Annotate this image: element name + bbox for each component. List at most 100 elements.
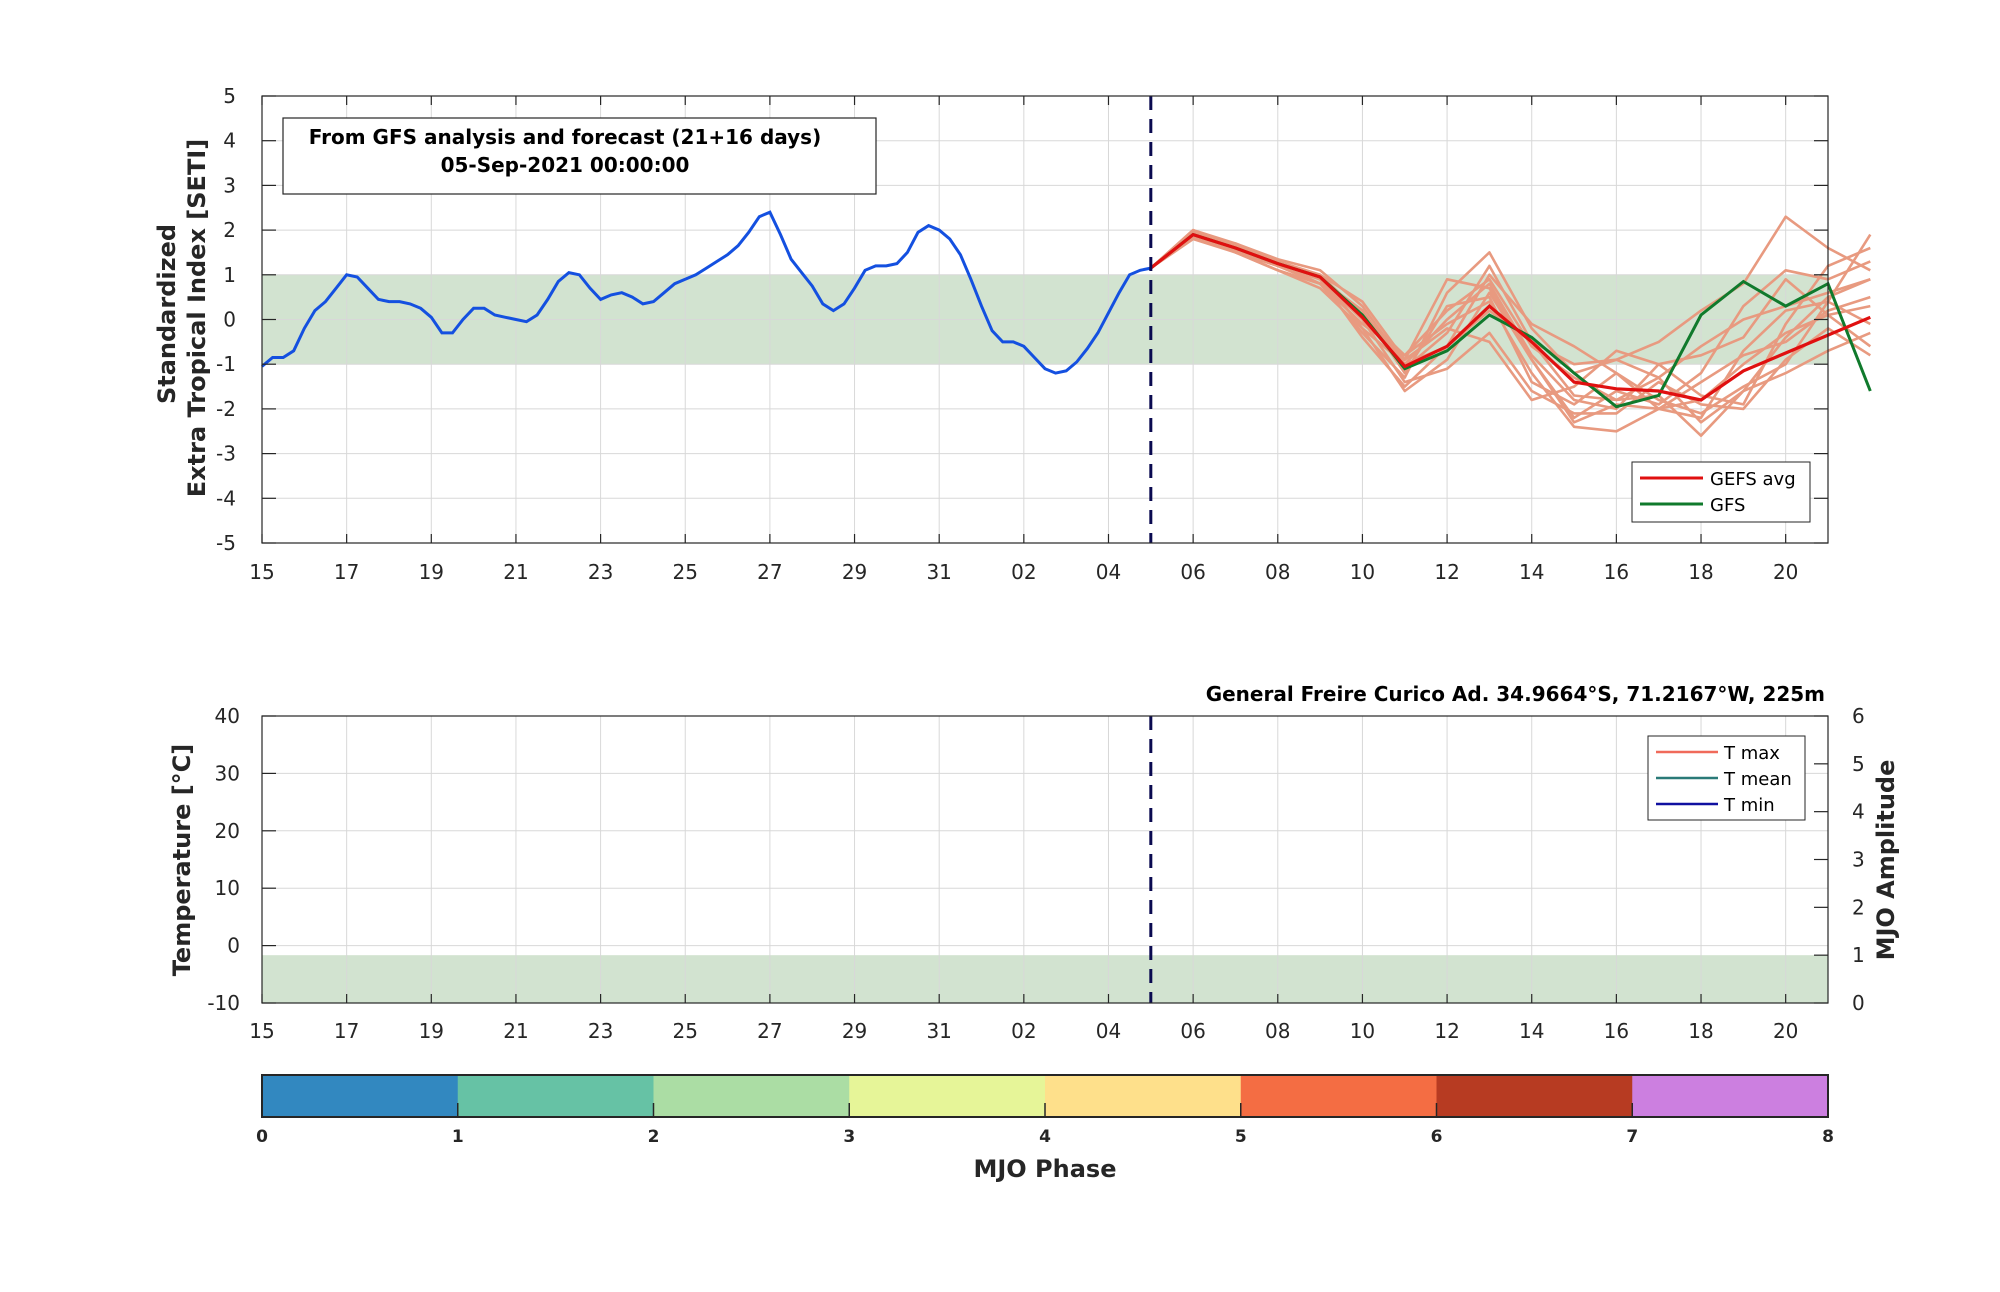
colorbar-tick-label: 7 (1626, 1127, 1638, 1147)
mjo-amplitude-ylabel: MJO Amplitude (1872, 760, 1900, 961)
colorbar-tick-label: 8 (1822, 1127, 1834, 1147)
colorbar-tick-label: 5 (1235, 1127, 1247, 1147)
gefs-avg-line (1149, 232, 1871, 402)
legend-gefs-avg: GEFS avg (1710, 469, 1796, 490)
seti-ytick-label: 4 (223, 129, 236, 153)
seti-ytick-label: -5 (216, 531, 236, 555)
colorbar-tick-label: 4 (1039, 1127, 1051, 1147)
temp-xtick-label: 04 (1096, 1019, 1121, 1043)
seti-ytick-label: -4 (216, 486, 236, 510)
seti-xtick-label: 02 (1011, 560, 1036, 584)
seti-ytick-label: 1 (223, 263, 236, 287)
temp-xtick-label: 25 (673, 1019, 698, 1043)
temp-xtick-label: 14 (1519, 1019, 1544, 1043)
station-title: General Freire Curico Ad. 34.9664°S, 71.… (1206, 682, 1825, 706)
temp-xtick-label: 29 (842, 1019, 867, 1043)
temp-xtick-label: 21 (503, 1019, 528, 1043)
temp-ytick-label: 0 (227, 934, 240, 958)
seti-ytick-label: 5 (223, 84, 236, 108)
temp-xtick-label: 17 (334, 1019, 359, 1043)
analysis-line (261, 210, 1152, 375)
colorbar-cell (262, 1075, 459, 1117)
amp-ytick-label: 3 (1852, 848, 1865, 872)
temp-ytick-label: 30 (215, 761, 240, 785)
temp-xtick-label: 08 (1265, 1019, 1290, 1043)
annotation-line2: 05-Sep-2021 00:00:00 (441, 153, 690, 177)
seti-xtick-label: 25 (673, 560, 698, 584)
temp-ytick-label: 20 (215, 819, 240, 843)
seti-xtick-label: 17 (334, 560, 359, 584)
colorbar-cell (1240, 1075, 1437, 1117)
seti-xtick-label: 10 (1350, 560, 1375, 584)
amp-ytick-label: 2 (1852, 895, 1865, 919)
temp-ytick-label: 40 (215, 704, 240, 728)
seti-ytick-label: -2 (216, 397, 236, 421)
legend-tmean: T mean (1723, 769, 1792, 790)
mjo-phase-colorbar: 0 1 2 3 4 5 6 7 8 MJO Phase (256, 1074, 1834, 1183)
temp-xtick-label: 10 (1350, 1019, 1375, 1043)
colorbar-tick-label: 0 (256, 1127, 268, 1147)
colorbar-cell (1632, 1075, 1829, 1117)
seti-xtick-label: 12 (1434, 560, 1459, 584)
seti-xtick-label: 20 (1773, 560, 1798, 584)
legend-gfs: GFS (1710, 495, 1745, 516)
seti-xtick-label: 18 (1688, 560, 1713, 584)
mjo-phase-label: MJO Phase (973, 1155, 1116, 1183)
seti-xtick-label: 19 (419, 560, 444, 584)
colorbar-tick-label: 1 (452, 1127, 464, 1147)
gefs-member-line (1149, 228, 1871, 420)
seti-xtick-label: 15 (249, 560, 274, 584)
seti-xtick-label: 23 (588, 560, 613, 584)
temp-ytick-label: 10 (215, 876, 240, 900)
annotation-line1: From GFS analysis and forecast (21+16 da… (309, 125, 821, 149)
temperature-panel: 15 17 19 21 23 25 27 29 31 02 04 06 08 10 12 14 16 18 2040… (168, 682, 1900, 1043)
gefs-member-line (1150, 235, 1872, 411)
seti-xtick-label: 14 (1519, 560, 1544, 584)
seti-panel: 15 17 19 21 23 25 27 29 31 02 04 06 08 10 12 14 16 18 2054… (153, 84, 1872, 584)
seti-ticks: 15 17 19 21 23 25 27 29 31 02 04 06 08 10 12 14 16 18 2054… (216, 84, 1828, 584)
seti-xtick-label: 06 (1180, 560, 1205, 584)
temperature-legend: T max T mean T min (1647, 735, 1806, 821)
colorbar-tick-label: 6 (1431, 1127, 1443, 1147)
amp-ytick-label: 4 (1852, 800, 1865, 824)
temp-xtick-label: 02 (1011, 1019, 1036, 1043)
temp-xtick-label: 12 (1434, 1019, 1459, 1043)
temp-xtick-label: 15 (249, 1019, 274, 1043)
temperature-ticks: 15 17 19 21 23 25 27 29 31 02 04 06 08 10 12 14 16 18 2040… (207, 704, 1864, 1043)
temp-ytick-label: -10 (207, 991, 240, 1015)
seti-ytick-label: 3 (223, 173, 236, 197)
temp-xtick-label: 18 (1688, 1019, 1713, 1043)
seti-xtick-label: 04 (1096, 560, 1121, 584)
colorbar-tick-label: 2 (648, 1127, 660, 1147)
colorbar-cell (1436, 1075, 1633, 1117)
seti-xtick-label: 08 (1265, 560, 1290, 584)
seti-ytick-label: -1 (216, 352, 236, 376)
amp-ytick-label: 5 (1852, 752, 1865, 776)
temperature-ylabel: Temperature [°C] (168, 744, 196, 977)
seti-ytick-label: 2 (223, 218, 236, 242)
colorbar-tick-label: 3 (843, 1127, 855, 1147)
annotation-box: From GFS analysis and forecast (21+16 da… (282, 117, 877, 195)
seti-legend: GEFS avg GFS (1631, 461, 1811, 523)
amp-ytick-label: 0 (1852, 991, 1865, 1015)
colorbar-cell (653, 1075, 850, 1117)
legend-tmax: T max (1723, 743, 1780, 764)
temp-xtick-label: 23 (588, 1019, 613, 1043)
temp-xtick-label: 20 (1773, 1019, 1798, 1043)
seti-xtick-label: 27 (757, 560, 782, 584)
mjo-amplitude-band (262, 955, 1828, 1003)
seti-ylabel-line1: Standardized (153, 224, 181, 404)
temp-xtick-label: 31 (926, 1019, 951, 1043)
colorbar-cell (849, 1075, 1046, 1117)
seti-xtick-label: 21 (503, 560, 528, 584)
seti-ytick-label: 0 (223, 308, 236, 332)
legend-tmin: T min (1723, 795, 1775, 816)
seti-xtick-label: 29 (842, 560, 867, 584)
amp-ytick-label: 6 (1852, 704, 1865, 728)
colorbar-cells (262, 1075, 1829, 1117)
seti-ytick-label: -3 (216, 442, 236, 466)
colorbar-cell (1045, 1075, 1242, 1117)
seti-ylabel-line2: Extra Tropical Index [SETI] (183, 139, 211, 497)
colorbar-ticks: 0 1 2 3 4 5 6 7 8 (256, 1103, 1834, 1147)
temp-xtick-label: 16 (1604, 1019, 1629, 1043)
